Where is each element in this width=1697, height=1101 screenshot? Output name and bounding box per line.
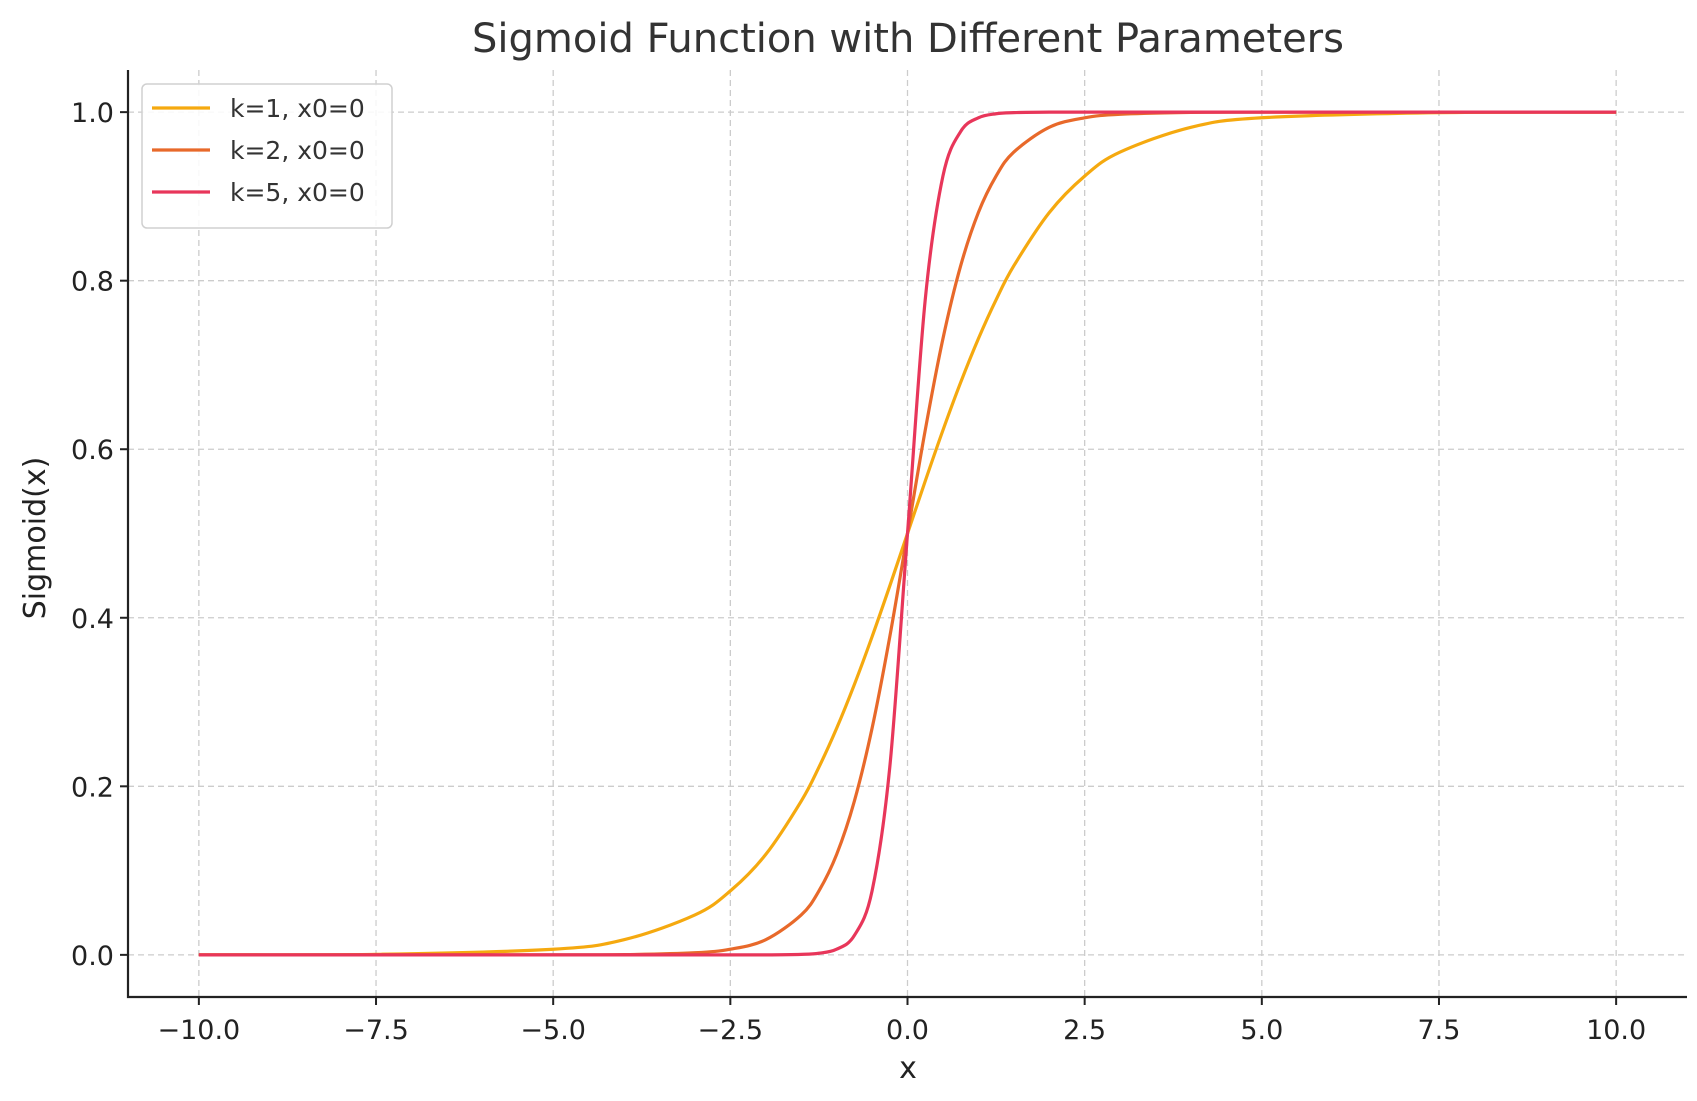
y-tick-label: 0.6 [71, 435, 114, 466]
legend: k=1, x0=0 k=2, x0=0 k=5, x0=0 [141, 83, 393, 229]
chart-title: Sigmoid Function with Different Paramete… [472, 16, 1344, 62]
y-tick-label: 0.2 [71, 772, 114, 803]
y-tick-label: 0.4 [71, 604, 114, 635]
axes [126, 70, 1687, 999]
x-axis-label: x [899, 1051, 917, 1086]
y-tick-label: 0.0 [71, 941, 114, 972]
x-tick-label: −7.5 [343, 1015, 409, 1046]
x-tick-label: 0.0 [886, 1015, 929, 1046]
y-tick-label: 1.0 [71, 98, 114, 129]
legend-label: k=1, x0=0 [230, 94, 365, 123]
x-tick-label: 7.5 [1418, 1015, 1461, 1046]
y-axis-ticks: 0.0 0.2 0.4 0.6 0.8 1.0 [71, 98, 128, 972]
x-tick-label: 5.0 [1240, 1015, 1283, 1046]
x-tick-label: −2.5 [698, 1015, 764, 1046]
x-tick-label: −10.0 [157, 1015, 240, 1046]
x-tick-label: 10.0 [1586, 1015, 1646, 1046]
x-tick-label: 2.5 [1063, 1015, 1106, 1046]
y-tick-label: 0.8 [71, 267, 114, 298]
y-axis-label: Sigmoid(x) [18, 457, 53, 620]
series-line-3 [198, 110, 1617, 957]
legend-label: k=5, x0=0 [230, 178, 365, 207]
x-axis-ticks: −10.0 −7.5 −5.0 −2.5 0.0 2.5 5.0 7.5 10.0 [157, 997, 1646, 1046]
series-lines [198, 110, 1617, 957]
axis-spines [126, 70, 1687, 999]
legend-label: k=2, x0=0 [230, 136, 365, 165]
x-tick-label: −5.0 [520, 1015, 586, 1046]
